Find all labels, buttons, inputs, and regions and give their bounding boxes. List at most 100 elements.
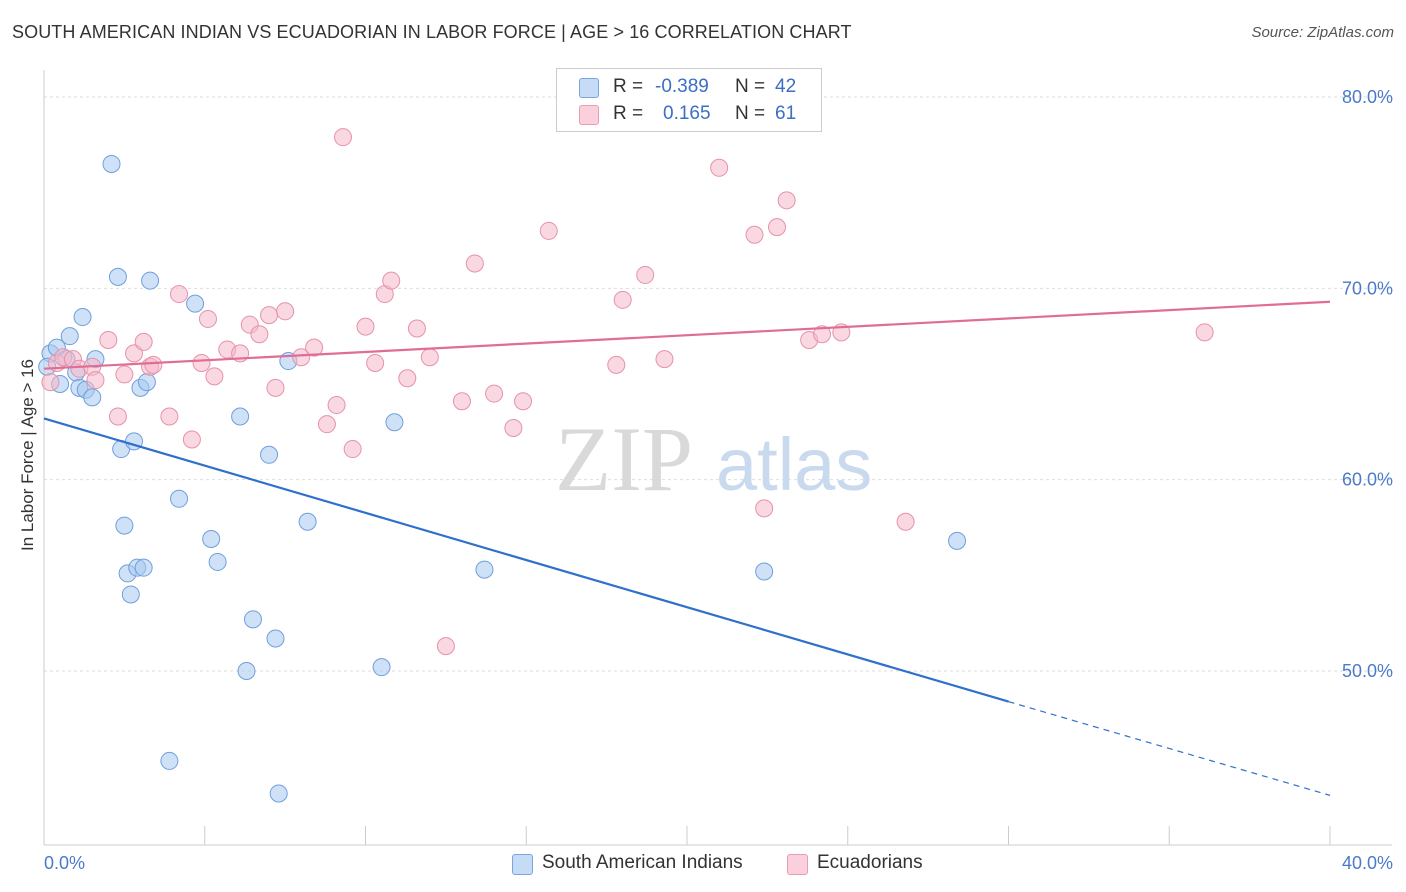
point-ecuadorian <box>192 353 211 372</box>
trend-lines <box>43 300 1331 796</box>
point-south-american-indian <box>202 529 221 548</box>
point-south-american-indian <box>186 294 205 313</box>
correlation-legend: R = -0.389 N = 42 R = 0.165 N = 61 <box>556 68 822 132</box>
point-ecuadorian <box>382 271 401 290</box>
point-ecuadorian <box>777 191 796 210</box>
series-swatch-blue <box>512 854 533 875</box>
point-ecuadorian <box>452 392 471 411</box>
point-ecuadorian <box>710 158 729 177</box>
point-ecuadorian <box>41 373 60 392</box>
point-ecuadorian <box>514 392 533 411</box>
legend-n-label: N = <box>735 103 766 124</box>
point-ecuadorian <box>205 367 224 386</box>
point-ecuadorian <box>813 325 832 344</box>
y-tick-label: 50.0% <box>1342 661 1393 681</box>
point-south-american-indian <box>160 751 179 770</box>
point-south-american-indian <box>260 445 279 464</box>
point-south-american-indian <box>755 562 774 581</box>
point-ecuadorian <box>260 306 279 325</box>
point-ecuadorian <box>636 265 655 284</box>
point-south-american-indian <box>372 658 391 677</box>
point-south-american-indian <box>298 512 317 531</box>
point-ecuadorian <box>504 419 523 438</box>
point-south-american-indian <box>385 413 404 432</box>
point-south-american-indian <box>237 662 256 680</box>
point-south-american-indian <box>115 516 134 535</box>
legend-n-label: N = <box>735 76 766 97</box>
point-south-american-indian <box>475 560 494 579</box>
watermark-zip: ZIP <box>555 408 693 510</box>
legend-n-value: 61 <box>775 103 797 124</box>
point-south-american-indian <box>266 629 285 648</box>
trend-line-extension <box>1008 701 1331 796</box>
point-ecuadorian <box>613 290 632 309</box>
point-ecuadorian <box>607 355 626 374</box>
series-swatch-pink <box>787 854 808 875</box>
point-ecuadorian <box>317 415 336 434</box>
point-ecuadorian <box>539 221 558 240</box>
watermark: ZIP atlas <box>555 408 872 510</box>
data-points <box>38 128 1214 803</box>
point-ecuadorian <box>407 319 426 338</box>
point-ecuadorian <box>436 637 455 656</box>
gridlines <box>44 96 1392 672</box>
point-south-american-indian <box>60 327 79 346</box>
point-ecuadorian <box>755 499 774 518</box>
point-ecuadorian <box>170 285 189 304</box>
point-south-american-indian <box>134 558 153 577</box>
point-south-american-indian <box>170 489 189 508</box>
point-ecuadorian <box>99 330 118 349</box>
point-ecuadorian <box>86 371 105 390</box>
watermark-atlas: atlas <box>716 423 872 506</box>
point-ecuadorian <box>1195 323 1214 342</box>
point-south-american-indian <box>269 784 288 803</box>
point-ecuadorian <box>134 332 153 351</box>
point-ecuadorian <box>327 396 346 415</box>
point-south-american-indian <box>231 407 250 426</box>
point-ecuadorian <box>160 407 179 426</box>
legend-swatch-blue <box>579 78 599 98</box>
point-ecuadorian <box>343 440 362 459</box>
legend-r-value: 0.165 <box>663 103 711 124</box>
point-south-american-indian <box>73 308 92 327</box>
point-ecuadorian <box>485 384 504 403</box>
legend-n-value: 42 <box>775 76 797 97</box>
x-tick-label: 0.0% <box>44 853 85 873</box>
point-south-american-indian <box>948 531 967 550</box>
series-legend-label: Ecuadorians <box>817 852 923 873</box>
point-ecuadorian <box>398 369 417 388</box>
point-ecuadorian <box>276 302 295 321</box>
point-ecuadorian <box>144 355 163 374</box>
point-south-american-indian <box>137 373 156 392</box>
point-south-american-indian <box>108 267 127 286</box>
point-ecuadorian <box>125 344 144 363</box>
point-ecuadorian <box>115 365 134 384</box>
axes <box>43 70 1392 846</box>
legend-swatch-pink <box>579 105 599 125</box>
point-ecuadorian <box>182 430 201 449</box>
series-legend-label: South American Indians <box>542 852 743 873</box>
point-ecuadorian <box>465 254 484 273</box>
legend-r-label: R = <box>613 76 644 97</box>
point-south-american-indian <box>121 585 140 604</box>
legend-r-label: R = <box>613 103 644 124</box>
y-tick-label: 80.0% <box>1342 87 1393 107</box>
y-tick-label: 70.0% <box>1342 278 1393 298</box>
point-ecuadorian <box>896 512 915 531</box>
trend-line-south-american-indians <box>43 417 1009 703</box>
legend-r-value: -0.389 <box>655 76 709 97</box>
point-south-american-indian <box>102 154 121 173</box>
y-tick-label: 60.0% <box>1342 470 1393 490</box>
point-ecuadorian <box>768 218 787 237</box>
point-ecuadorian <box>266 378 285 397</box>
point-south-american-indian <box>243 610 262 629</box>
point-south-american-indian <box>83 388 102 407</box>
trend-line-ecuadorians <box>43 300 1331 370</box>
point-ecuadorian <box>108 407 127 426</box>
point-ecuadorian <box>356 317 375 336</box>
point-ecuadorian <box>250 325 269 344</box>
point-south-american-indian <box>208 552 227 571</box>
source-credit: Source: ZipAtlas.com <box>1251 24 1394 41</box>
point-ecuadorian <box>745 225 764 244</box>
